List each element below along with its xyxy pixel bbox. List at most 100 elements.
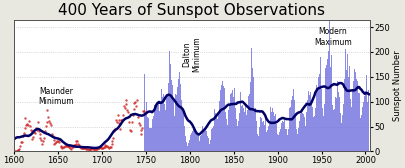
Point (82, 146, 88, 149)
Point (98, 146, 104, 149)
Point (42, 130, 48, 132)
Point (32, 131, 38, 134)
Point (90, 148, 96, 150)
Bar (167, 94, 168, 151)
Bar (316, 85, 317, 151)
Bar (163, 94, 164, 151)
Point (113, 118, 119, 121)
Bar (357, 81, 358, 151)
Bar (249, 94, 250, 151)
Point (108, 142, 115, 145)
Bar (193, 129, 194, 151)
Bar (247, 110, 248, 151)
Point (52, 142, 59, 144)
Bar (198, 133, 199, 151)
Bar (254, 111, 255, 151)
Bar (330, 67, 331, 151)
Bar (292, 96, 293, 151)
Point (122, 103, 129, 105)
Bar (154, 105, 155, 151)
Bar (311, 100, 312, 151)
Bar (153, 116, 154, 151)
Bar (217, 119, 218, 151)
Bar (222, 81, 223, 151)
Bar (338, 92, 339, 151)
Point (122, 106, 128, 109)
Bar (273, 112, 274, 151)
Bar (189, 140, 190, 151)
Bar (241, 106, 242, 151)
Bar (286, 129, 287, 151)
Bar (295, 113, 296, 151)
Bar (359, 93, 360, 151)
Bar (360, 113, 362, 151)
Bar (173, 101, 175, 151)
Point (100, 147, 106, 150)
Point (119, 118, 125, 121)
Point (101, 144, 108, 146)
Point (28, 130, 35, 133)
Bar (181, 100, 182, 151)
Point (100, 146, 107, 149)
Bar (160, 101, 161, 151)
Bar (324, 88, 326, 151)
Bar (321, 89, 322, 151)
Point (106, 146, 112, 149)
Bar (191, 133, 192, 151)
Bar (232, 90, 233, 151)
Point (137, 133, 144, 135)
Point (38, 138, 45, 141)
Point (58, 144, 64, 147)
Point (15, 148, 21, 151)
Point (130, 107, 137, 110)
Bar (272, 108, 273, 151)
Bar (248, 96, 249, 151)
Point (99, 146, 105, 149)
Bar (362, 107, 363, 151)
Bar (345, 49, 346, 151)
Point (115, 114, 121, 117)
Bar (214, 109, 215, 151)
Bar (264, 125, 265, 151)
Point (22, 116, 29, 119)
Bar (200, 136, 201, 151)
Bar (220, 90, 221, 151)
Point (111, 129, 117, 132)
Bar (275, 114, 276, 151)
Point (110, 137, 117, 140)
Point (53, 140, 60, 143)
Point (79, 146, 86, 149)
Bar (341, 123, 342, 151)
Point (112, 128, 118, 131)
Point (23, 124, 30, 126)
Bar (347, 54, 348, 151)
Point (126, 120, 132, 123)
Point (56, 138, 63, 141)
Point (21, 132, 27, 134)
Bar (224, 88, 225, 151)
Bar (235, 109, 236, 151)
Bar (257, 134, 258, 151)
Point (102, 145, 109, 148)
Bar (280, 129, 281, 151)
Bar (314, 116, 315, 151)
Point (113, 120, 120, 123)
Bar (285, 129, 286, 151)
Bar (270, 107, 271, 151)
Point (26, 120, 32, 122)
Bar (342, 115, 343, 151)
Bar (203, 129, 204, 151)
Point (85, 149, 92, 151)
Point (21, 127, 28, 130)
Point (40, 139, 46, 142)
Bar (147, 117, 148, 151)
Point (92, 148, 98, 151)
Point (71, 144, 78, 146)
Bar (234, 88, 235, 151)
Bar (168, 82, 169, 151)
Point (25, 124, 31, 127)
Bar (146, 102, 147, 151)
Bar (326, 65, 327, 151)
Point (19, 141, 25, 143)
Point (120, 113, 126, 116)
